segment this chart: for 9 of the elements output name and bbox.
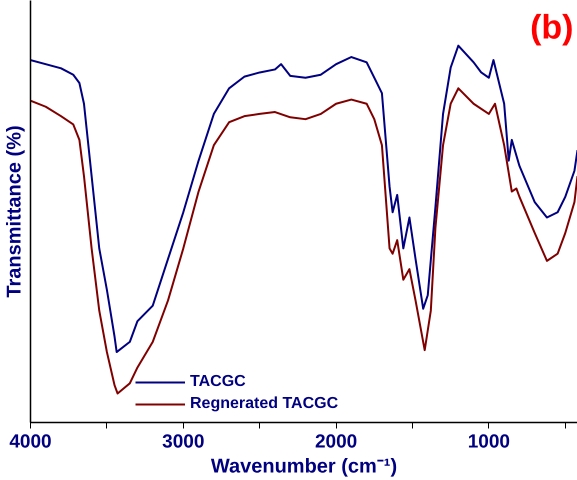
x-tick-label: 1000	[468, 432, 510, 452]
legend-label: Regnerated TACGC	[190, 395, 338, 413]
x-axis-title: Wavenumber (cm⁻¹)	[210, 456, 398, 478]
x-tick-label: 4000	[9, 432, 52, 452]
y-axis-title: Transmittance (%)	[4, 125, 26, 298]
x-tick-label: 2000	[314, 432, 358, 452]
x-tick-label: 3000	[162, 432, 204, 452]
legend-label: TACGC	[190, 373, 246, 391]
annotation: (b)	[530, 8, 574, 46]
